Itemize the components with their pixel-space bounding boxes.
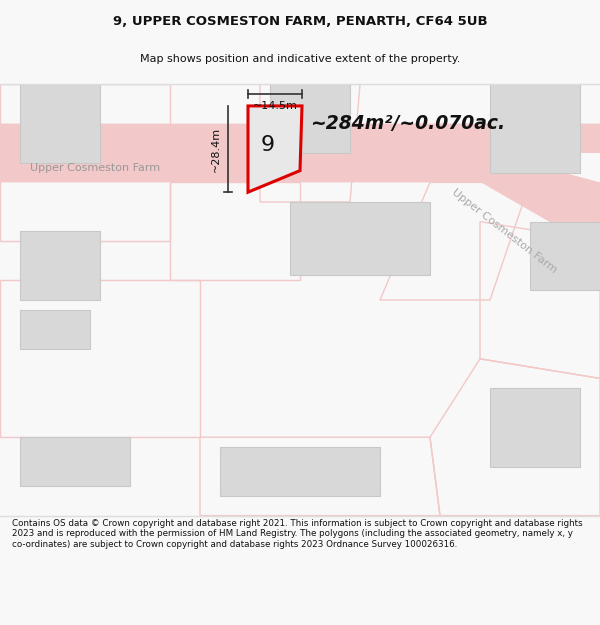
Text: Upper Cosmeston Farm: Upper Cosmeston Farm [450,188,559,276]
Polygon shape [290,202,430,276]
Polygon shape [220,447,380,496]
Text: Map shows position and indicative extent of the property.: Map shows position and indicative extent… [140,54,460,64]
Polygon shape [20,438,130,486]
Polygon shape [490,388,580,467]
Text: 9, UPPER COSMESTON FARM, PENARTH, CF64 5UB: 9, UPPER COSMESTON FARM, PENARTH, CF64 5… [113,14,487,28]
Polygon shape [0,124,600,182]
Polygon shape [20,310,90,349]
Polygon shape [248,106,302,192]
Text: 9: 9 [261,135,275,155]
Text: Contains OS data © Crown copyright and database right 2021. This information is : Contains OS data © Crown copyright and d… [12,519,583,549]
Polygon shape [430,153,600,251]
Polygon shape [490,84,580,172]
Text: ~28.4m: ~28.4m [211,126,221,172]
Text: ~14.5m: ~14.5m [253,101,298,111]
Polygon shape [270,84,350,153]
Polygon shape [20,231,100,300]
Polygon shape [530,222,600,290]
Text: Upper Cosmeston Farm: Upper Cosmeston Farm [30,162,160,172]
Text: ~284m²/~0.070ac.: ~284m²/~0.070ac. [310,114,505,133]
Polygon shape [20,84,100,162]
